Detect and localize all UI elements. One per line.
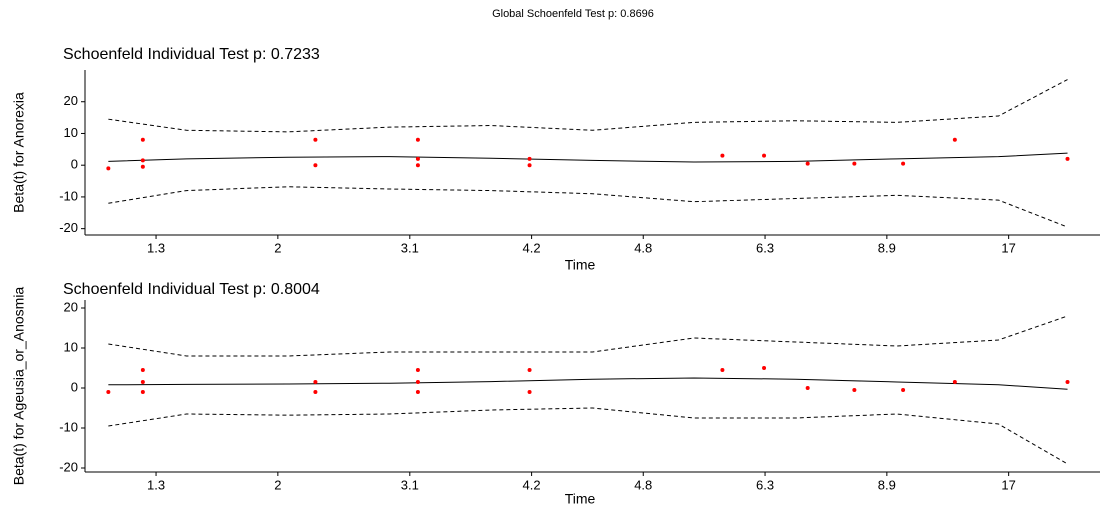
global-title: Global Schoenfeld Test p: 0.8696 (492, 8, 654, 20)
residual-point (313, 137, 318, 142)
x-tick-label: 8.9 (878, 240, 896, 255)
y-tick-label: 20 (64, 299, 78, 314)
lower-band (108, 407, 1068, 465)
x-tick-label: 6.3 (756, 477, 774, 492)
fit-line (108, 152, 1068, 163)
y-tick-label: -10 (59, 188, 78, 203)
residual-point (527, 390, 532, 394)
lower-band (108, 186, 1068, 228)
x-tick-label: 17 (1001, 240, 1015, 255)
residual-point (415, 368, 420, 372)
residual-point (140, 368, 145, 372)
residual-point (140, 164, 145, 169)
residual-point (140, 137, 145, 142)
x-tick-label: 4.8 (634, 240, 652, 255)
x-tick-label: 1.3 (147, 477, 165, 492)
x-tick-label: 3.1 (401, 477, 419, 492)
x-tick-label: 2 (274, 477, 281, 492)
residual-point (852, 161, 857, 166)
residual-point (952, 380, 957, 384)
y-tick-label: 10 (64, 125, 78, 140)
y-tick-label: 20 (64, 93, 78, 108)
x-tick-label: 8.9 (878, 477, 896, 492)
residual-point (140, 380, 145, 384)
residual-point (527, 163, 532, 168)
residual-point (720, 153, 725, 158)
panel-title: Schoenfeld Individual Test p: 0.7233 (63, 46, 320, 63)
x-tick-label: 4.2 (523, 240, 541, 255)
residual-point (762, 366, 767, 370)
residual-point (720, 368, 725, 372)
y-tick-label: 0 (71, 157, 78, 172)
residual-point (852, 388, 857, 392)
residual-point (313, 390, 318, 394)
residual-point (901, 161, 906, 166)
x-tick-label: 4.2 (523, 477, 541, 492)
y-tick-label: -10 (59, 419, 78, 434)
residual-point (415, 390, 420, 394)
y-tick-label: 10 (64, 339, 78, 354)
residual-point (1065, 156, 1070, 161)
residual-point (901, 388, 906, 392)
y-axis-label: Beta(t) for Ageusia_or_Anosmia (11, 287, 27, 486)
y-tick-label: -20 (59, 459, 78, 474)
y-tick-label: -20 (59, 220, 78, 235)
residual-point (415, 163, 420, 168)
residual-point (1065, 380, 1070, 384)
x-tick-label: 17 (1001, 477, 1015, 492)
residual-point (415, 137, 420, 142)
residual-point (106, 390, 111, 394)
residual-point (106, 166, 111, 171)
x-tick-label: 4.8 (634, 477, 652, 492)
residual-point (952, 137, 957, 142)
x-tick-label: 6.3 (756, 240, 774, 255)
upper-band (108, 79, 1068, 133)
x-axis-label: Time (565, 257, 596, 273)
residual-point (805, 386, 810, 390)
residual-point (140, 390, 145, 394)
residual-point (527, 156, 532, 161)
residual-point (313, 380, 318, 384)
x-axis-label: Time (565, 491, 596, 507)
x-tick-label: 1.3 (147, 240, 165, 255)
residual-point (527, 368, 532, 372)
residual-point (313, 163, 318, 168)
residual-point (805, 161, 810, 166)
upper-band (108, 315, 1068, 357)
residual-point (415, 156, 420, 161)
x-tick-label: 3.1 (401, 240, 419, 255)
y-axis-label: Beta(t) for Anorexia (11, 92, 27, 213)
panel-title: Schoenfeld Individual Test p: 0.8004 (63, 281, 320, 298)
fit-line (108, 377, 1068, 390)
x-tick-label: 2 (274, 240, 281, 255)
residual-point (762, 153, 767, 158)
residual-point (140, 158, 145, 163)
y-tick-label: 0 (71, 379, 78, 394)
residual-point (415, 380, 420, 384)
